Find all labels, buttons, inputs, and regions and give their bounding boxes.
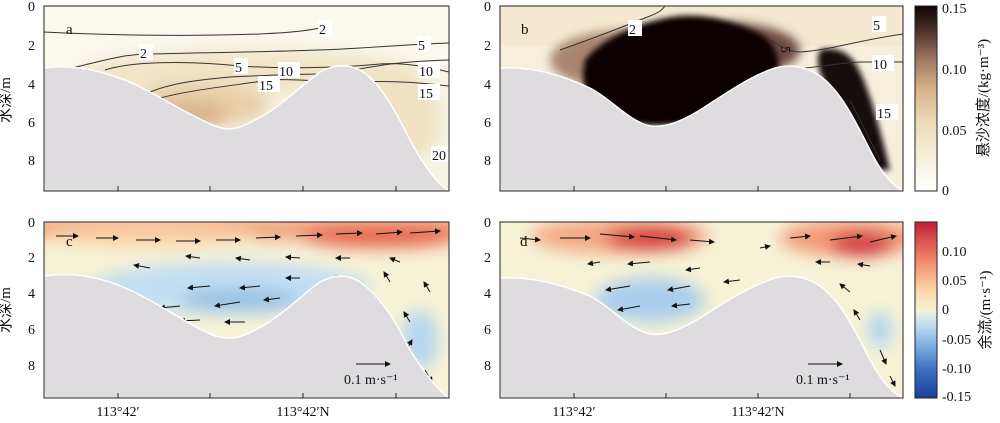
y-ticks-c: 0 2 4 6 8: [28, 216, 35, 374]
panel-b-contour-labels: 2 5 5 10 15: [628, 16, 898, 122]
x-tick-label: 113°42′N: [276, 405, 329, 420]
contour-label: 10: [279, 65, 293, 80]
y-tick-label: 2: [28, 251, 35, 266]
panel-c: c 0.1 m·s⁻¹: [43, 221, 450, 399]
contour-label: 5: [235, 61, 242, 76]
contour-label: 10: [419, 65, 433, 80]
y-tick-label: 0: [484, 216, 491, 231]
contour-label: 2: [319, 23, 326, 38]
panel-d: d 0.1 m·s⁻¹: [499, 221, 904, 399]
colorbar-tick-label: 0.10: [942, 63, 967, 78]
y-tick-label: 0: [28, 216, 35, 231]
panel-c-vectors: [56, 228, 441, 383]
contour-label: 10: [873, 58, 887, 73]
contour-label: 20: [432, 149, 446, 164]
y-tick-label: 8: [484, 359, 491, 374]
contour-label: 15: [419, 87, 433, 102]
y-tick-label: 8: [484, 154, 491, 169]
panel-label-d: d: [520, 234, 528, 250]
y-tick-label: 4: [28, 78, 35, 93]
y-tick-label: 0: [28, 0, 35, 15]
colorbar-tick-label: 0.15: [942, 2, 967, 17]
y-tick-label: 2: [28, 39, 35, 54]
x-tick-labels: 113°42′ 113°42′N 113°42′ 113°42′N: [96, 405, 784, 420]
y-tick-label: 6: [28, 116, 35, 131]
contour-label: 5: [418, 39, 425, 54]
scale-arrow-label-c: 0.1 m·s⁻¹: [344, 373, 398, 388]
panel-label-b: b: [521, 22, 529, 38]
y-tick-label: 4: [484, 287, 491, 302]
x-tick-label: 113°42′: [552, 405, 595, 420]
contour-label: 15: [259, 79, 273, 94]
colorbar-ssc-title: 悬沙浓度/(kg·m⁻³): [975, 39, 992, 157]
colorbar-residual-title: 余流/(m·s⁻¹): [976, 270, 994, 349]
colorbar-tick-label: 0: [942, 303, 949, 318]
x-tick-marks: [117, 186, 851, 398]
panel-label-c: c: [66, 234, 73, 250]
colorbar-residual: 0.10 0.05 0 -0.05 -0.10 -0.15 余流/(m·s⁻¹): [914, 221, 994, 405]
contour-label: 15: [877, 107, 891, 122]
y-tick-label: 4: [484, 78, 491, 93]
y-tick-label: 4: [28, 287, 35, 302]
y-tick-label: 0: [484, 0, 491, 15]
colorbar-tick-label: 0.10: [942, 245, 967, 260]
y-tick-label: 6: [484, 116, 491, 131]
y-tick-label: 8: [28, 154, 35, 169]
panel-a: 2 2 5 5 10 10 15 15 20 a: [43, 5, 450, 192]
panel-c-seabed: [44, 273, 449, 398]
panel-d-vectors: [519, 233, 897, 387]
contour-label: 5: [873, 19, 880, 34]
colorbar-tick-label: -0.15: [942, 390, 971, 405]
y-axis-title-bottom: 水深/m: [0, 287, 14, 333]
panel-d-seabed: [500, 275, 903, 398]
colorbar-tick-label: 0.05: [942, 274, 967, 289]
colorbar-tick-label: 0.05: [942, 124, 967, 139]
colorbar-residual-gradient: [914, 221, 938, 399]
panel-b-seabed: [500, 65, 903, 191]
y-tick-label: 6: [28, 323, 35, 338]
colorbar-tick-label: -0.10: [942, 362, 971, 377]
y-tick-label: 2: [484, 39, 491, 54]
panel-a-contour-labels: 2 2 5 5 10 10 15 15 20: [139, 20, 449, 164]
contour-label: 2: [140, 47, 147, 62]
panel-b: 2 5 5 10 15 b: [499, 5, 904, 192]
panel-label-a: a: [66, 22, 73, 38]
y-tick-label: 6: [484, 323, 491, 338]
colorbar-ssc-gradient: [914, 5, 938, 192]
colorbar-tick-label: -0.05: [942, 333, 971, 348]
y-ticks-b: 0 2 4 6 8: [484, 0, 491, 169]
contour-label: 2: [629, 23, 636, 38]
contour-label: 5: [777, 46, 792, 53]
panel-a-seabed: [44, 65, 449, 191]
y-axis-title-top: 水深/m: [0, 77, 14, 123]
y-tick-label: 8: [28, 359, 35, 374]
colorbar-ssc: 0.15 0.10 0.05 0 悬沙浓度/(kg·m⁻³): [914, 2, 992, 199]
y-tick-label: 2: [484, 251, 491, 266]
y-axes: 0 2 4 6 8 0 2 4 6 8 0 2 4 6 8 0 2 4 6 8 …: [0, 0, 491, 374]
y-ticks-d: 0 2 4 6 8: [484, 216, 491, 374]
colorbar-tick-label: 0: [942, 184, 949, 199]
x-tick-label: 113°42′: [96, 405, 139, 420]
scale-arrow-label-d: 0.1 m·s⁻¹: [796, 373, 850, 388]
x-tick-label: 113°42′N: [731, 405, 784, 420]
y-ticks-a: 0 2 4 6 8: [28, 0, 35, 169]
